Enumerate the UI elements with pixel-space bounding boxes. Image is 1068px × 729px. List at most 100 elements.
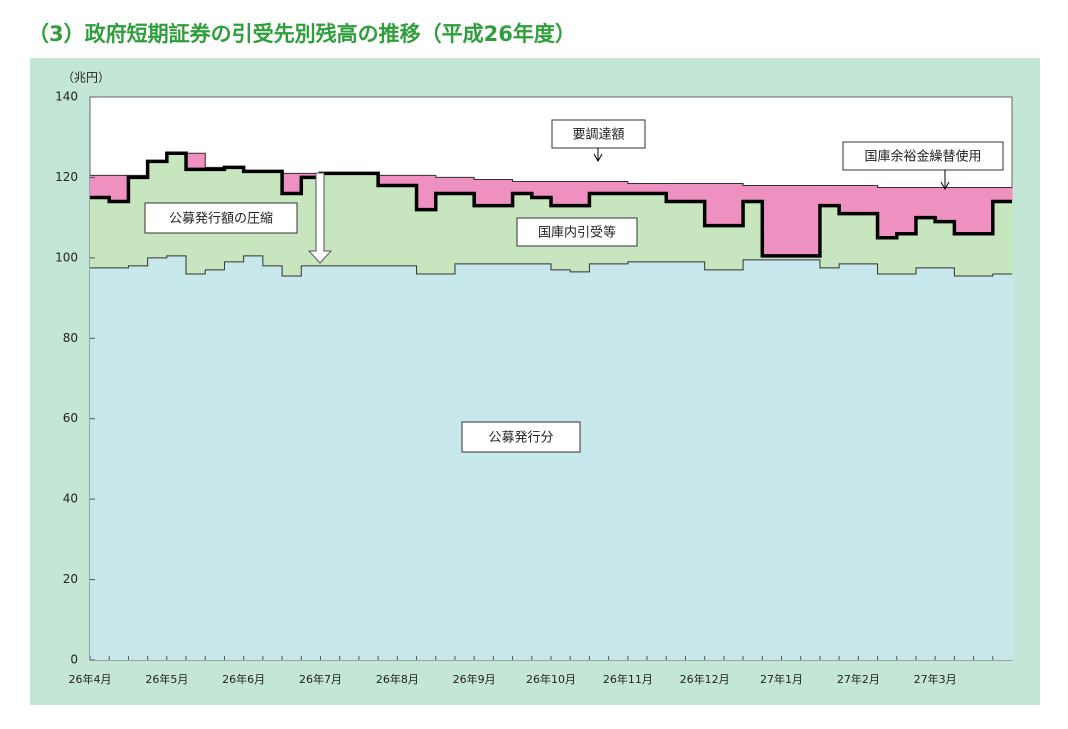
area-step: [416, 175, 437, 210]
y-tick-label: 40: [63, 492, 78, 506]
area-texture: [647, 261, 667, 660]
x-tick-label: 26年11月: [603, 672, 653, 686]
area-step: [109, 175, 129, 202]
label: 国庫余裕金繰替使用: [864, 149, 981, 165]
y-unit: （兆円）: [62, 71, 110, 85]
area-step: [435, 177, 456, 194]
y-tick-label: 140: [55, 90, 78, 104]
area-step: [647, 183, 667, 194]
area-step: [954, 187, 975, 234]
label-box: [551, 119, 646, 149]
area-step: [282, 173, 302, 194]
area-step: [858, 185, 879, 214]
area-step: [435, 193, 456, 274]
area-texture: [90, 267, 110, 660]
label: 公募発行分: [488, 431, 553, 446]
area-step: [762, 185, 782, 256]
area-texture: [723, 269, 744, 660]
area-texture: [704, 269, 725, 660]
area-step: [570, 181, 590, 206]
area-step: [647, 193, 667, 262]
area-step: [743, 185, 763, 202]
area-texture: [282, 275, 302, 660]
area-step: [109, 201, 129, 268]
area-texture: [339, 265, 360, 660]
area-step: [762, 255, 782, 260]
area-step: [378, 185, 398, 266]
area-step: [454, 193, 475, 264]
y-tick-label: 0: [70, 653, 78, 667]
area-step: [512, 181, 533, 194]
area-step: [704, 183, 725, 226]
area-texture: [877, 273, 898, 660]
area-step: [973, 187, 994, 234]
area-step: [954, 233, 975, 276]
area-step: [608, 181, 629, 194]
area-step: [685, 183, 706, 202]
area-step: [454, 177, 475, 194]
area-step: [128, 177, 149, 266]
area-texture: [781, 259, 802, 660]
area-texture: [166, 255, 187, 660]
x-tick-label: 27年3月: [914, 672, 957, 686]
area-texture: [570, 271, 590, 660]
x-tick-label: 26年5月: [145, 672, 188, 686]
area-step: [723, 183, 744, 226]
area-step: [685, 201, 706, 262]
area-step: [781, 255, 802, 260]
area-step: [474, 205, 494, 264]
label-box: [144, 202, 298, 234]
area-step: [301, 173, 321, 178]
area-step: [973, 233, 994, 276]
area-step: [704, 225, 725, 270]
area-step: [915, 217, 936, 268]
x-tick-label: 26年12月: [680, 672, 730, 686]
area-texture: [358, 265, 379, 660]
area-step: [935, 221, 955, 268]
label-box: [842, 141, 1004, 171]
label-box: [461, 421, 581, 453]
area-step: [915, 187, 936, 218]
x-tick-label: 26年6月: [222, 672, 265, 686]
area-texture: [493, 263, 514, 660]
area-texture: [589, 263, 610, 660]
area-texture: [243, 255, 264, 660]
area-step: [666, 201, 686, 262]
area-texture: [896, 273, 917, 660]
area-step: [877, 237, 898, 274]
area-texture: [743, 259, 763, 660]
label: 要調達額: [572, 128, 624, 143]
area-texture: [839, 263, 859, 660]
area-step: [781, 185, 802, 256]
area-texture: [627, 261, 648, 660]
area-step: [896, 233, 917, 274]
area-step: [858, 213, 879, 264]
area-step: [551, 181, 571, 206]
area-texture: [935, 267, 955, 660]
area-texture: [397, 265, 418, 660]
area-step: [723, 225, 744, 270]
area-step: [877, 187, 898, 238]
area-texture: [262, 265, 283, 660]
area-texture: [378, 265, 398, 660]
area-step: [416, 209, 437, 274]
area-texture: [973, 275, 994, 660]
chart-title: （3）政府短期証券の引受先別残高の推移（平成26年度）: [28, 22, 576, 46]
label: 公募発行額の圧縮: [169, 211, 273, 227]
area-step: [839, 213, 859, 264]
area-step: [666, 183, 686, 202]
area-texture: [819, 267, 840, 660]
x-tick-label: 26年4月: [69, 672, 112, 686]
area-step: [896, 187, 917, 234]
arrow: [593, 148, 603, 163]
area-step: [589, 181, 610, 194]
x-tick-label: 26年8月: [376, 672, 419, 686]
area-step: [397, 175, 418, 186]
area-texture: [416, 273, 437, 660]
y-tick-label: 100: [55, 250, 78, 264]
area-texture: [915, 267, 936, 660]
label: 国庫内引受等: [538, 225, 616, 241]
area-step: [320, 173, 341, 266]
area-step: [992, 187, 1013, 202]
area-step: [90, 175, 110, 198]
